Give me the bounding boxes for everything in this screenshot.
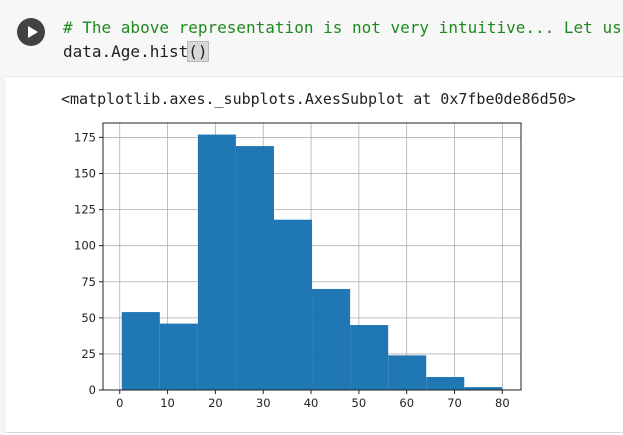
y-tick-label: 0 — [89, 383, 96, 397]
x-tick-label: 0 — [116, 396, 123, 410]
histogram-bar — [464, 387, 503, 390]
histogram-bar — [159, 323, 198, 390]
x-tick-label: 70 — [447, 396, 462, 410]
x-tick-label: 60 — [399, 396, 414, 410]
text-cursor — [207, 42, 209, 61]
histogram-bar — [312, 288, 351, 390]
x-tick-label: 80 — [495, 396, 510, 410]
histogram-bar — [388, 355, 427, 390]
histogram-bar — [350, 325, 389, 390]
code-text: data.Age.hist — [63, 42, 189, 61]
y-tick-label: 100 — [74, 239, 96, 253]
code-editor[interactable] — [6, 0, 623, 77]
y-tick-label: 25 — [81, 347, 96, 361]
code-line[interactable]: data.Age.hist() — [63, 41, 209, 63]
x-tick-label: 30 — [256, 396, 271, 410]
cell-gutter — [0, 0, 6, 435]
x-tick-label: 10 — [160, 396, 175, 410]
x-tick-label: 50 — [352, 396, 367, 410]
histogram-bar — [426, 377, 465, 390]
axes-frame — [102, 122, 522, 391]
histogram-bar — [273, 219, 313, 390]
y-tick-label: 150 — [74, 167, 96, 181]
x-tick-label: 20 — [208, 396, 223, 410]
y-tick-label: 125 — [74, 203, 96, 217]
histogram-bar — [197, 134, 236, 390]
y-tick-label: 75 — [81, 275, 96, 289]
output-repr-text: <matplotlib.axes._subplots.AxesSubplot a… — [61, 90, 576, 108]
histogram-bar — [121, 312, 160, 390]
x-tick-label: 40 — [304, 396, 319, 410]
run-cell-button[interactable] — [17, 18, 45, 46]
play-icon — [28, 26, 38, 38]
cell-divider — [6, 432, 623, 433]
matched-parens: () — [187, 41, 209, 62]
histogram-bar — [235, 146, 274, 390]
y-tick-label: 175 — [74, 130, 96, 144]
code-comment-line[interactable]: # The above representation is not very i… — [63, 18, 622, 37]
y-tick-label: 50 — [81, 311, 96, 325]
